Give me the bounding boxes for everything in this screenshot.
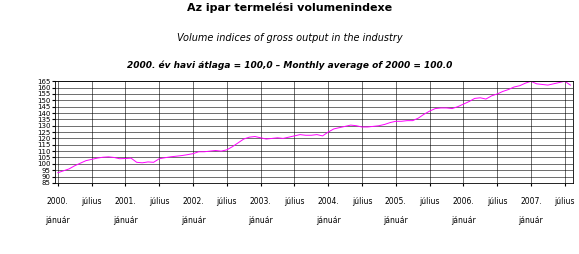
Text: július: július	[82, 197, 102, 206]
Text: jánuár: jánuár	[383, 216, 408, 225]
Text: Volume indices of gross output in the industry: Volume indices of gross output in the in…	[177, 33, 402, 43]
Text: július: július	[487, 197, 507, 206]
Text: július: július	[149, 197, 170, 206]
Text: jánuár: jánuár	[316, 216, 340, 225]
Text: 2002.: 2002.	[182, 197, 204, 206]
Text: 2000.: 2000.	[47, 197, 69, 206]
Text: jánuár: jánuár	[248, 216, 273, 225]
Text: 2007.: 2007.	[520, 197, 542, 206]
Text: július: július	[284, 197, 305, 206]
Text: július: július	[419, 197, 440, 206]
Text: 2001.: 2001.	[115, 197, 136, 206]
Text: 2000. év havi átlaga = 100,0 – Monthly average of 2000 = 100.0: 2000. év havi átlaga = 100,0 – Monthly a…	[127, 61, 452, 70]
Text: jánuár: jánuár	[519, 216, 543, 225]
Text: július: július	[351, 197, 372, 206]
Text: jánuár: jánuár	[181, 216, 206, 225]
Text: 2006.: 2006.	[453, 197, 474, 206]
Text: 2004.: 2004.	[317, 197, 339, 206]
Text: Az ipar termelési volumenindexe: Az ipar termelési volumenindexe	[187, 3, 392, 13]
Text: július: július	[217, 197, 237, 206]
Text: július: július	[555, 197, 575, 206]
Text: jánuár: jánuár	[451, 216, 476, 225]
Text: 2003.: 2003.	[250, 197, 272, 206]
Text: jánuár: jánuár	[113, 216, 138, 225]
Text: 2005.: 2005.	[385, 197, 406, 206]
Text: jánuár: jánuár	[45, 216, 70, 225]
